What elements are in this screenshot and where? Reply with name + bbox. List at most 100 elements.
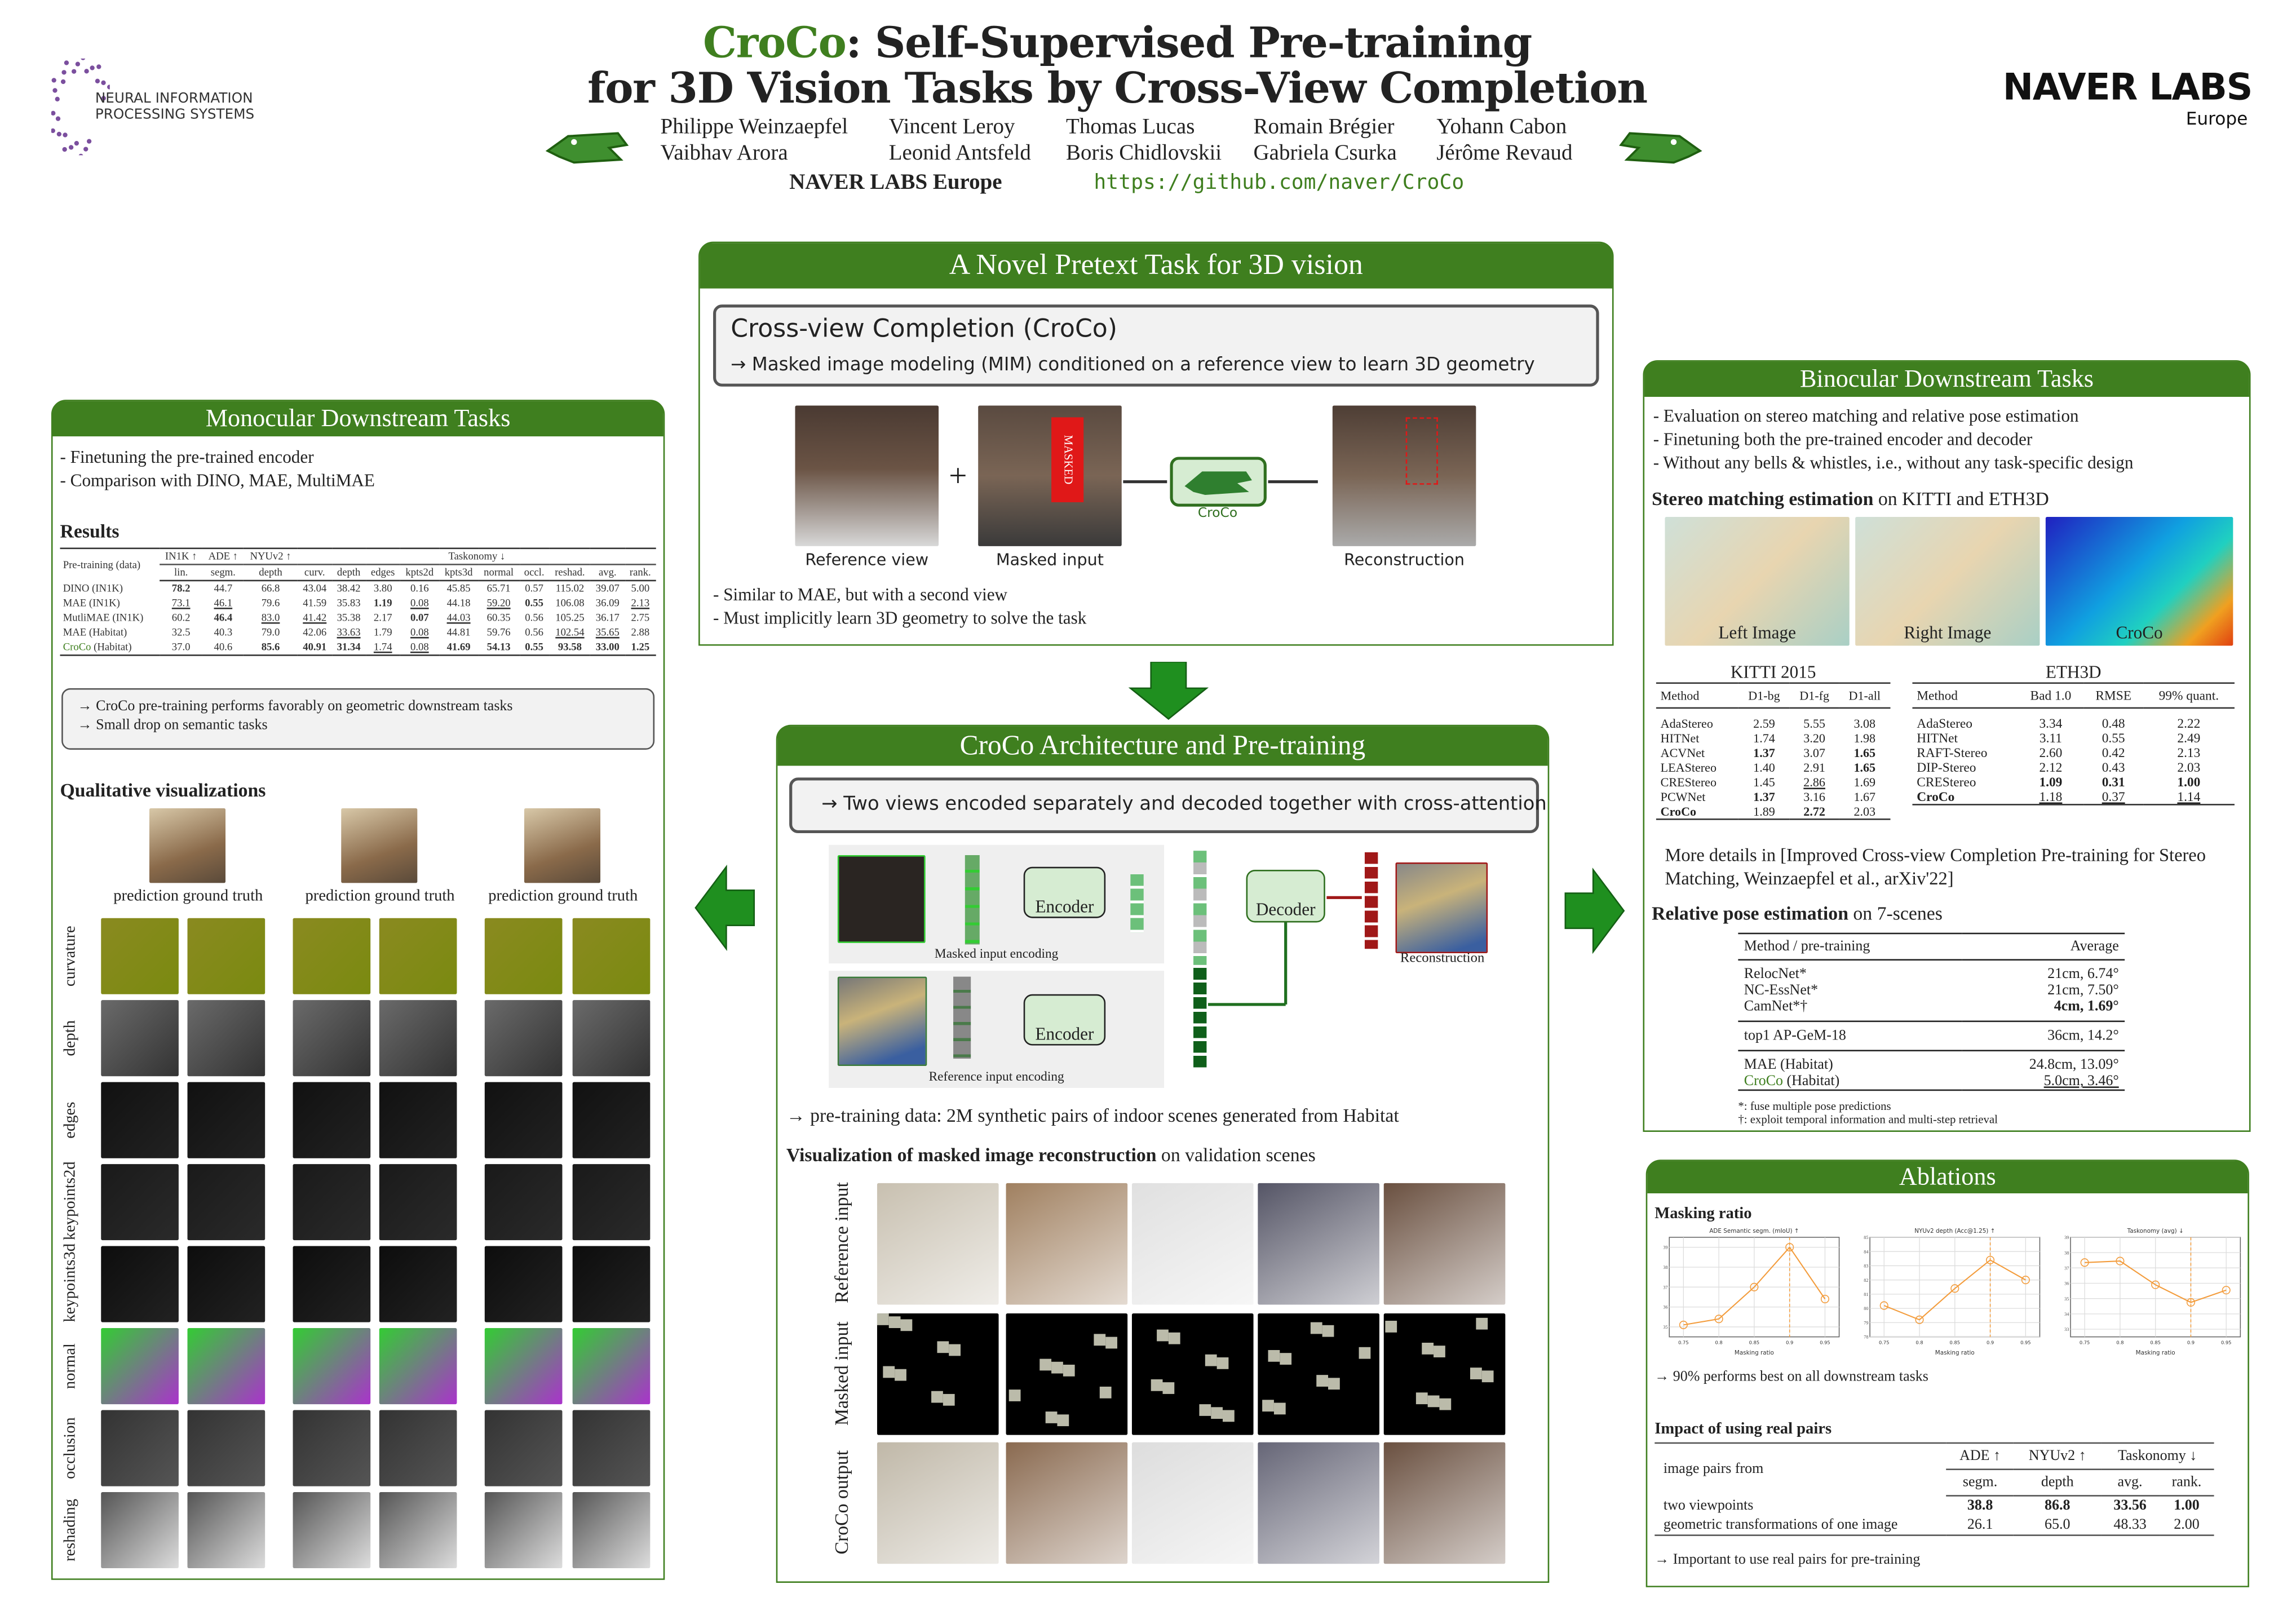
author-list: Philippe Weinzaepfel Vincent Leroy Thoma… [644,114,1611,173]
visible-patch [1322,1325,1334,1337]
bullet: - Similar to MAE, but with a second view [713,583,1086,607]
chart-title: ADE Semantic segm. (mIoU) ↑ [1709,1228,1799,1234]
method-label: CroCo [1917,789,1954,804]
value-cell: 3.07 [1790,745,1839,760]
dot [63,132,67,137]
visualization-occlusion [485,1410,563,1486]
method-label: DINO (IN1K) [63,582,123,594]
value-cell: 1.19 [366,596,400,610]
group-header: NYUv2 ↑ [244,548,298,565]
method-label: geometric transformations of one image [1664,1517,1897,1533]
value-cell: 4cm, 1.69° [1962,999,2125,1021]
visualization-keypoints2d [485,1164,563,1240]
visualization-curvature [573,918,651,994]
value-cell: 41.69 [439,640,478,655]
group-header: ADE ↑ [203,548,244,565]
row-label: reshading [61,1492,79,1568]
method-label: HITNet [1661,731,1700,745]
value-cell: 1.65 [1839,760,1890,775]
visualization-curvature [101,918,179,994]
visualization-edges [485,1082,563,1158]
visualization-depth [379,1000,457,1076]
value-cell: 40.6 [203,640,244,655]
visible-patch [1328,1378,1340,1390]
visible-patch [1009,1390,1021,1401]
visualization-curvature [187,918,265,994]
value-cell: 86.8 [2014,1495,2101,1515]
value-cell: 115.02 [549,581,590,596]
affiliation: NAVER LABS Europe [789,171,1002,196]
visible-patch [1223,1410,1235,1422]
visualization-keypoints3d [293,1246,371,1322]
y-tick-label: 38 [2064,1250,2069,1255]
dot [90,65,94,70]
dot [101,81,105,85]
visible-patch [1051,1362,1063,1374]
encoder-box: Encoder [1024,867,1105,918]
visualization-occlusion [573,1410,651,1486]
croco-definition-box: Cross-view Completion (CroCo) → Masked i… [713,304,1599,386]
visualization-reshading [101,1492,179,1568]
method-label: RelocNet* [1744,966,1807,983]
stereo-title-bold: Stereo matching estimation [1652,488,1873,510]
value-cell: 0.57 [519,581,549,596]
poster-title: CroCo: Self-Supervised Pre-training for … [439,20,1795,111]
pose-footnotes: *: fuse multiple pose predictions †: exp… [1738,1101,1998,1126]
method-name: NC-EssNet* [1738,983,1962,999]
value-cell: 105.25 [549,610,590,625]
masked-input-image [877,1313,999,1435]
value-cell: 36cm, 14.2° [1962,1021,2125,1051]
value-cell: 60.2 [160,610,203,625]
value-cell: 21cm, 6.74° [1962,960,2125,983]
value-cell: 2.17 [366,610,400,625]
y-tick-label: 81 [1864,1292,1868,1297]
visible-patch [1039,1359,1051,1371]
method-name: RAFT-Stereo [1912,745,2018,760]
method-label: MutliMAE (IN1K) [63,612,144,624]
masked-region: MASKED [1051,417,1083,502]
column-header: 99% quant. [2143,683,2235,708]
visible-patch [1169,1333,1180,1344]
column-header: depth [244,564,298,581]
column-header: D1-bg [1738,683,1790,708]
visualization-reshading [187,1492,265,1568]
value-cell: 1.25 [625,640,656,655]
column-header: Pre-training (data) [60,548,160,581]
column-header: depth [331,564,365,581]
visible-patch [931,1391,943,1403]
crocodile-icon [1173,460,1264,504]
method-label: CamNet*† [1744,999,1808,1015]
visible-patch [1280,1353,1291,1365]
dot [72,69,76,74]
column-header: avg. [2101,1470,2160,1496]
y-tick-label: 33 [2064,1327,2069,1332]
github-link[interactable]: https://github.com/naver/CroCo [1094,171,1464,195]
visualization-depth [293,1000,371,1076]
y-tick-label: 38 [1663,1265,1667,1270]
image-label: Right Image [1855,622,2040,644]
visible-patch [1439,1399,1451,1410]
pretext-bullets: - Similar to MAE, but with a second view… [713,583,1086,630]
value-cell: 38.42 [331,581,365,596]
panel-heading: CroCo Architecture and Pre-training [777,726,1547,765]
method-name: CroCo [1912,789,2018,804]
x-tick-label: 0.85 [1950,1340,1960,1346]
stereo-title: Stereo matching estimation on KITTI and … [1652,488,2049,511]
output-arrow [1326,896,1361,899]
dot [61,79,65,84]
dot [51,111,56,116]
visualization-normal [101,1328,179,1404]
image-label: CroCo [2046,622,2233,644]
visualization-curvature [485,918,563,994]
arrow-down-icon [1127,662,1209,720]
encoder-label: Encoder [1036,1024,1094,1044]
monocular-bullets: - Finetuning the pre-trained encoder - C… [60,445,375,492]
value-cell: 40.3 [203,625,244,640]
croco-model-label: CroCo [1198,507,1237,521]
